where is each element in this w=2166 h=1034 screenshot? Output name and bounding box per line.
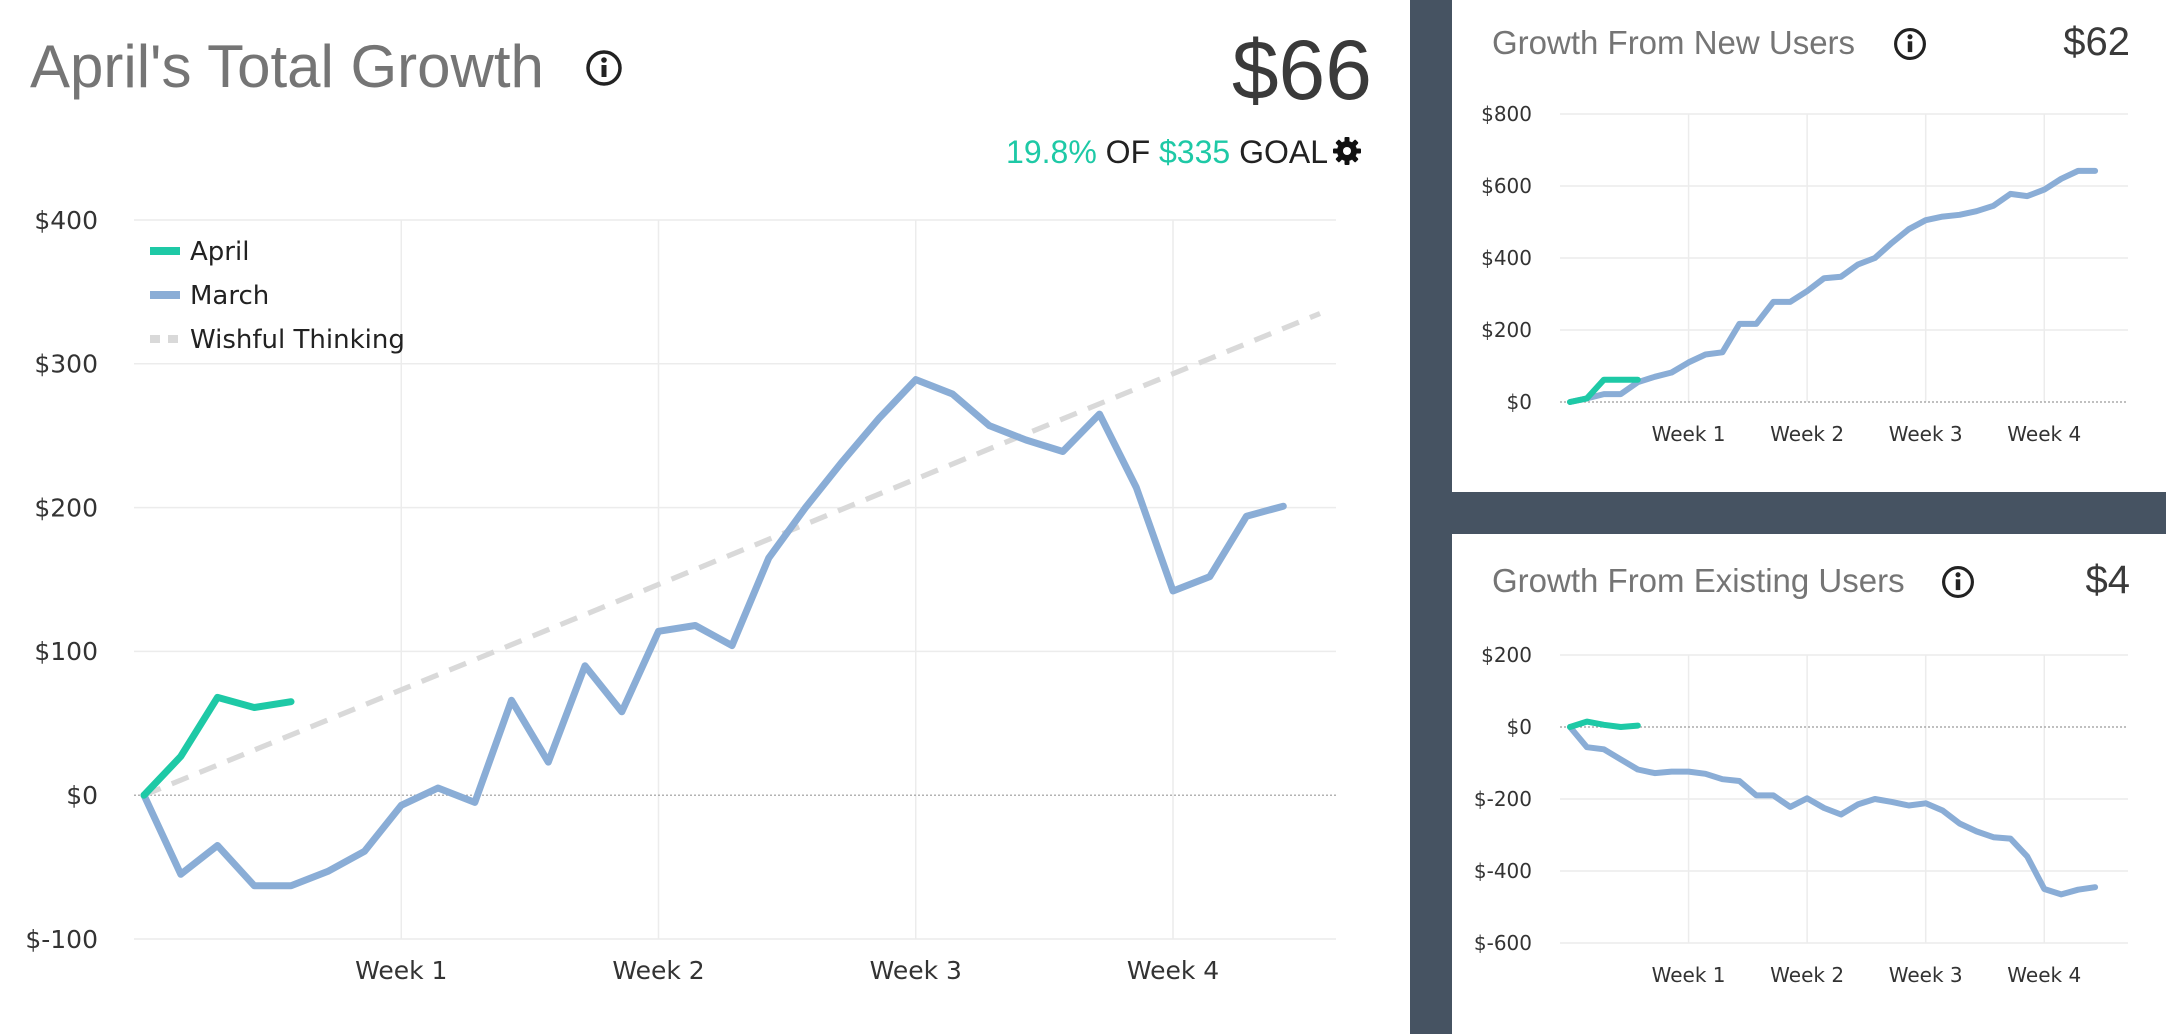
x-tick-label: Week 4 xyxy=(2007,963,2081,987)
y-tick-label: $-600 xyxy=(1474,931,1532,955)
y-tick-label: $200 xyxy=(34,493,98,522)
series-line-april xyxy=(1567,376,1641,405)
y-tick-label: $400 xyxy=(34,206,98,235)
x-tick-label: Week 3 xyxy=(1889,422,1963,446)
existing-users-panel: Growth From Existing Users $4 Week 1 Week… xyxy=(1452,534,2166,1034)
x-tick-label: Week 4 xyxy=(1127,956,1219,985)
x-tick-label: Week 1 xyxy=(1652,963,1726,987)
series-line-march xyxy=(1567,724,2099,898)
x-tick-label: Week 1 xyxy=(355,956,447,985)
info-icon[interactable] xyxy=(1892,26,1928,62)
y-tick-label: $200 xyxy=(1481,643,1532,667)
goal-amount: $335 xyxy=(1159,134,1231,170)
page-title: April's Total Growth xyxy=(30,33,544,100)
total-value: $66 xyxy=(1231,23,1372,117)
existing-users-title: Growth From Existing Users xyxy=(1492,562,1905,599)
legend-label: April xyxy=(190,237,249,267)
existing-users-total: $4 xyxy=(2085,558,2131,602)
series-line-march xyxy=(1567,167,2099,405)
series-line-april xyxy=(1567,718,1641,730)
series-line-march xyxy=(140,376,1287,890)
y-tick-label: $300 xyxy=(34,350,98,379)
info-icon[interactable] xyxy=(1940,564,1976,600)
y-tick-label: $-200 xyxy=(1474,787,1532,811)
y-tick-label: $0 xyxy=(66,781,98,810)
x-tick-label: Week 2 xyxy=(1770,963,1844,987)
y-tick-label: $-100 xyxy=(25,925,98,954)
y-tick-label: $100 xyxy=(34,637,98,666)
legend-label: Wishful Thinking xyxy=(190,325,405,355)
y-tick-label: $-400 xyxy=(1474,859,1532,883)
y-tick-label: $0 xyxy=(1507,390,1532,414)
new-users-panel: Growth From New Users $62 Week 1 Week 2 We… xyxy=(1452,0,2166,492)
goal-line: 19.8% OF $335 GOAL xyxy=(1006,134,1328,171)
new-users-title: Growth From New Users xyxy=(1492,24,1856,61)
series-line-wishful-thinking xyxy=(143,311,1321,798)
main-growth-panel: April's Total Growth $66 19.8% OF $335 G… xyxy=(25,23,1372,985)
gear-icon[interactable] xyxy=(1332,136,1362,166)
new-users-total: $62 xyxy=(2063,20,2130,64)
goal-of: OF xyxy=(1105,134,1151,170)
x-tick-label: Week 4 xyxy=(2007,422,2081,446)
new-users-chart: Week 1 Week 2 Week 3 Week 4 $800 $600 $400 $200… xyxy=(1481,102,2128,446)
y-tick-label: $0 xyxy=(1507,715,1532,739)
y-tick-label: $600 xyxy=(1481,174,1532,198)
goal-label: GOAL xyxy=(1239,134,1328,170)
legend-label: March xyxy=(190,281,269,311)
x-tick-label: Week 3 xyxy=(870,956,962,985)
x-tick-label: Week 3 xyxy=(1889,963,1963,987)
y-tick-label: $800 xyxy=(1481,102,1532,126)
existing-users-chart: Week 1 Week 2 Week 3 Week 4 $200 $0 $-200 $-400… xyxy=(1474,643,2128,987)
x-tick-label: Week 1 xyxy=(1652,422,1726,446)
x-tick-label: Week 2 xyxy=(1770,422,1844,446)
x-tick-label: Week 2 xyxy=(612,956,704,985)
goal-percent: 19.8% xyxy=(1006,134,1097,170)
y-tick-label: $400 xyxy=(1481,246,1532,270)
y-tick-label: $200 xyxy=(1481,318,1532,342)
info-icon[interactable] xyxy=(584,48,624,88)
series-line-april xyxy=(140,693,295,799)
